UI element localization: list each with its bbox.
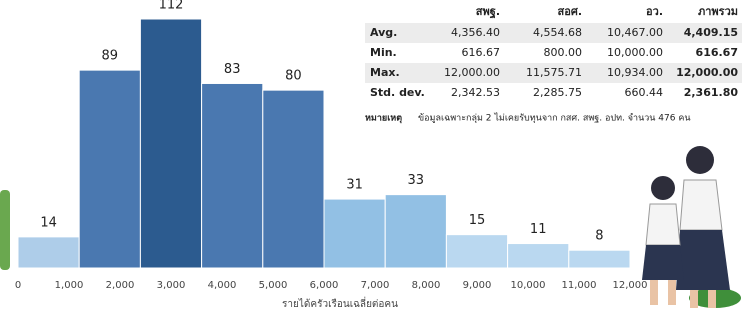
leg (708, 290, 716, 308)
leg (690, 290, 698, 308)
data-label: 83 (224, 62, 241, 77)
x-tick-label: 1,000 (55, 280, 84, 291)
bar (140, 19, 201, 268)
x-tick-label: 0 (15, 280, 21, 291)
leaf (0, 190, 10, 270)
skirt (676, 230, 730, 290)
data-label: 14 (40, 215, 57, 230)
head (651, 176, 675, 200)
row-label: Max. (370, 66, 400, 79)
table-cell: 4,356.40 (451, 26, 500, 39)
x-tick-label: 8,000 (412, 280, 441, 291)
leg (668, 280, 676, 305)
x-tick-label: 5,000 (259, 280, 288, 291)
bar (569, 250, 630, 268)
bar (324, 199, 385, 268)
shirt (680, 180, 722, 230)
table-cell: 12,000.00 (444, 66, 500, 79)
data-label: 15 (469, 213, 486, 228)
table-cell: 616.67 (696, 46, 738, 59)
row-label: Avg. (370, 26, 397, 39)
data-label: 31 (346, 178, 363, 193)
data-label: 8 (595, 229, 603, 244)
data-label: 89 (102, 49, 119, 64)
table-header: สอศ. (558, 5, 582, 18)
bar (18, 237, 79, 268)
x-tick-label: 10,000 (511, 280, 546, 291)
chart: รายได้ครัวเรือนเฉลี่ยต่อคน หมายเหตุ ข้อม… (0, 0, 742, 313)
bar (446, 235, 507, 268)
data-label: 80 (285, 69, 302, 84)
table-cell: 2,361.80 (684, 86, 739, 99)
bar (385, 195, 446, 268)
leg (650, 280, 658, 305)
table-cell: 10,467.00 (607, 26, 663, 39)
x-tick-label: 9,000 (463, 280, 492, 291)
table-cell: 4,409.15 (684, 26, 738, 39)
table-header: อว. (646, 5, 663, 18)
x-tick-label: 6,000 (310, 280, 339, 291)
table-cell: 2,342.53 (451, 86, 500, 99)
bar (508, 244, 569, 268)
table-cell: 10,000.00 (607, 46, 663, 59)
row-label: Min. (370, 46, 397, 59)
x-axis-label: รายได้ครัวเรือนเฉลี่ยต่อคน (282, 296, 398, 310)
data-label: 112 (159, 0, 184, 13)
table-cell: 2,285.75 (533, 86, 582, 99)
bar (202, 83, 263, 268)
note: ข้อมูลเฉพาะกลุ่ม 2 ไม่เคยรับทุนจาก กสศ. … (418, 113, 691, 124)
bar (263, 90, 324, 268)
data-label: 11 (530, 222, 547, 237)
head (686, 146, 714, 174)
bar (79, 70, 140, 268)
table-header: ภาพรวม (698, 5, 738, 18)
table-cell: 10,934.00 (607, 66, 663, 79)
data-label: 33 (408, 173, 425, 188)
x-tick-label: 2,000 (106, 280, 135, 291)
x-tick-label: 3,000 (157, 280, 186, 291)
table-header: สพฐ. (476, 5, 500, 19)
shirt (646, 204, 680, 245)
table-cell: 4,554.68 (533, 26, 582, 39)
table-cell: 660.44 (625, 86, 664, 99)
table-cell: 11,575.71 (526, 66, 582, 79)
row-label: Std. dev. (370, 86, 425, 99)
x-tick-label: 7,000 (361, 280, 390, 291)
x-tick-label: 12,000 (613, 280, 648, 291)
x-tick-label: 11,000 (562, 280, 597, 291)
note-label: หมายเหตุ (365, 114, 402, 124)
x-tick-label: 4,000 (208, 280, 237, 291)
skirt (642, 245, 684, 280)
table-cell: 800.00 (544, 46, 583, 59)
table-cell: 616.67 (462, 46, 501, 59)
table-cell: 12,000.00 (676, 66, 738, 79)
